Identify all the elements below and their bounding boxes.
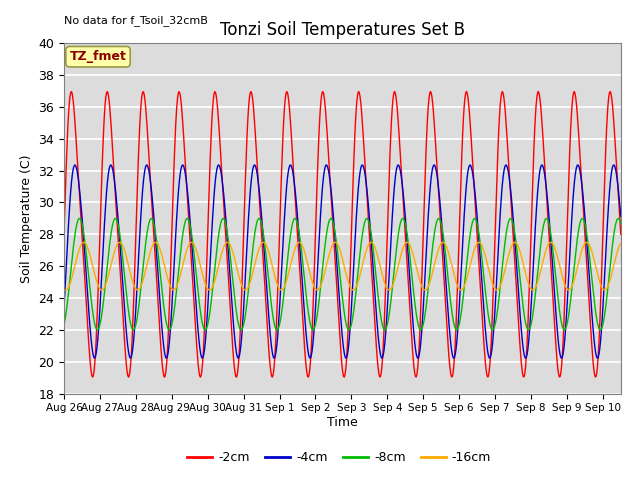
Y-axis label: Soil Temperature (C): Soil Temperature (C) [20, 154, 33, 283]
Legend: -2cm, -4cm, -8cm, -16cm: -2cm, -4cm, -8cm, -16cm [182, 446, 496, 469]
Title: Tonzi Soil Temperatures Set B: Tonzi Soil Temperatures Set B [220, 21, 465, 39]
Text: TZ_fmet: TZ_fmet [70, 50, 127, 63]
X-axis label: Time: Time [327, 416, 358, 429]
Text: No data for f_Tsoil_32cmB: No data for f_Tsoil_32cmB [64, 15, 208, 26]
